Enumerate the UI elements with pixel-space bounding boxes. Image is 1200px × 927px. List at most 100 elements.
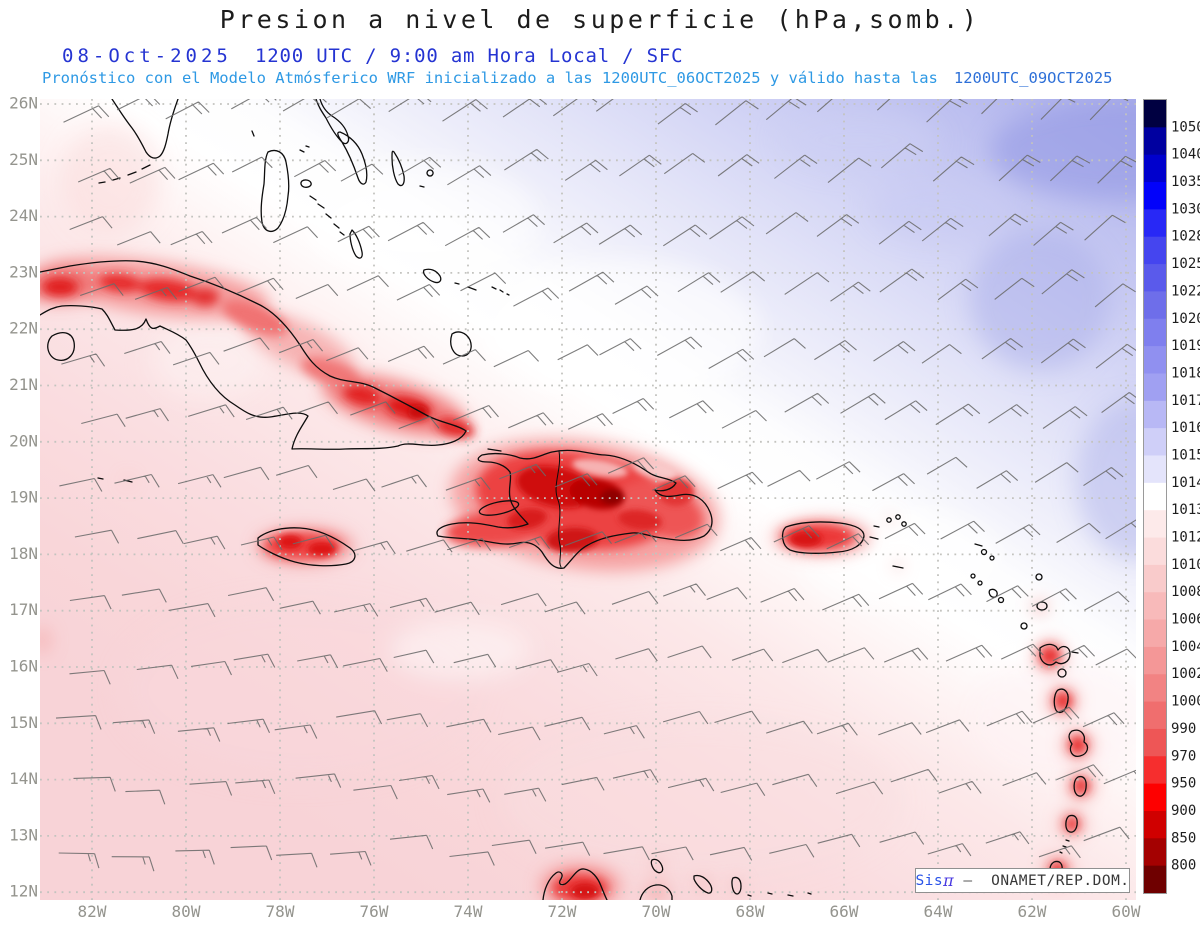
map-plot-area xyxy=(40,99,1136,900)
colorbar-segment-26 xyxy=(1144,810,1166,839)
lat-label-26N: 26N xyxy=(9,94,38,113)
coastline-guadeloupe xyxy=(1039,643,1079,666)
colorbar-label-1006: 1006 xyxy=(1171,612,1200,628)
model-info-line: Pronóstico con el Modelo Atmósferico WRF… xyxy=(42,69,1113,87)
lat-label-13N: 13N xyxy=(9,825,38,844)
lat-label-18N: 18N xyxy=(9,544,38,563)
coastline-gonave xyxy=(478,500,520,516)
colorbar-label-1002: 1002 xyxy=(1171,666,1200,682)
lat-label-23N: 23N xyxy=(9,262,38,281)
colorbar-label-1014: 1014 xyxy=(1171,475,1200,491)
coastline-bahamas xyxy=(251,99,477,357)
coastline-aruba xyxy=(650,858,664,874)
colorbar-segment-11 xyxy=(1144,400,1166,429)
coastline-turks-caicos xyxy=(491,286,510,296)
colorbar-label-1004: 1004 xyxy=(1171,639,1200,655)
colorbar-label-1008: 1008 xyxy=(1171,584,1200,600)
longitude-axis-labels: 82W 80W 78W 76W 74W 72W 70W 68W 66W 64W 62W 60W xyxy=(78,902,1141,921)
lat-label-24N: 24N xyxy=(9,206,38,225)
colorbar-segment-5 xyxy=(1144,236,1166,265)
colorbar-frame xyxy=(1143,99,1167,894)
colorbar-segment-16 xyxy=(1144,537,1166,566)
colorbar-segment-3 xyxy=(1144,182,1166,210)
colorbar-label-850: 850 xyxy=(1171,830,1196,846)
colorbar-segment-13 xyxy=(1144,455,1166,484)
colorbar-segment-18 xyxy=(1144,592,1166,621)
lat-label-15N: 15N xyxy=(9,713,38,732)
pressure-colorbar: 1050 1040 1035 1030 1028 1025 1022 1020 1019 1018… xyxy=(1143,99,1200,894)
sis-label: Sis xyxy=(915,872,944,889)
colorbar-segment-1 xyxy=(1144,127,1166,156)
lon-label-76W: 76W xyxy=(360,902,389,921)
pi-symbol: π xyxy=(943,871,955,890)
lat-label-22N: 22N xyxy=(9,319,38,338)
colorbar-label-1000: 1000 xyxy=(1171,694,1200,710)
colorbar-label-990: 990 xyxy=(1171,721,1196,737)
wind-barbs-path xyxy=(55,99,1136,872)
colorbar-segment-4 xyxy=(1144,209,1166,238)
coastline-martinique xyxy=(1068,729,1089,757)
colorbar-segment-12 xyxy=(1144,428,1166,457)
coastline-cuba xyxy=(40,260,467,450)
colorbar-label-1035: 1035 xyxy=(1171,174,1200,190)
colorbar-segment-8 xyxy=(1144,318,1166,347)
lat-label-21N: 21N xyxy=(9,375,38,394)
forecast-time: 1200 UTC / 9:00 am Hora Local / SFC xyxy=(255,45,684,67)
coastline-bonaire xyxy=(731,876,742,895)
lon-label-72W: 72W xyxy=(548,902,577,921)
lat-label-17N: 17N xyxy=(9,600,38,619)
colorbar-label-1019: 1019 xyxy=(1171,338,1200,354)
colorbar-label-1017: 1017 xyxy=(1171,393,1200,409)
colorbar-segment-14 xyxy=(1144,482,1166,511)
colorbar-segment-19 xyxy=(1144,619,1166,648)
colorbar-label-1015: 1015 xyxy=(1171,447,1200,463)
coastline-florida-keys xyxy=(98,164,151,184)
lat-label-25N: 25N xyxy=(9,150,38,169)
colorbar-segment-17 xyxy=(1144,564,1166,593)
lat-label-14N: 14N xyxy=(9,769,38,788)
coastline-jamaica xyxy=(257,527,356,567)
coastline-st-lucia xyxy=(1073,775,1087,797)
pressure-light-valleys xyxy=(572,458,677,480)
colorbar-label-1013: 1013 xyxy=(1171,502,1200,518)
logo-separator: – xyxy=(954,872,992,889)
colorbar-label-1016: 1016 xyxy=(1171,420,1200,436)
colorbar-segment-20 xyxy=(1144,646,1166,675)
colorbar-label-970: 970 xyxy=(1171,748,1196,764)
onamet-logo-box: Sis π – ONAMET/REP.DOM. xyxy=(915,868,1130,893)
model-info-text: Pronóstico con el Modelo Atmósferico WRF… xyxy=(42,69,938,87)
colorbar-segment-21 xyxy=(1144,674,1166,703)
lat-label-20N: 20N xyxy=(9,431,38,450)
low-pressure-cores xyxy=(278,405,822,899)
coastline-hispaniola xyxy=(436,449,713,569)
lon-label-74W: 74W xyxy=(454,902,483,921)
colorbar-segment-2 xyxy=(1144,154,1166,183)
colorbar-label-1022: 1022 xyxy=(1171,283,1200,299)
colorbar-label-1040: 1040 xyxy=(1171,147,1200,163)
colorbar-segment-23 xyxy=(1144,728,1166,757)
lon-label-60W: 60W xyxy=(1112,902,1141,921)
coastline-guajira xyxy=(542,868,608,900)
colorbar-segment-10 xyxy=(1144,373,1166,402)
lon-label-82W: 82W xyxy=(78,902,107,921)
agency-label: ONAMET/REP.DOM. xyxy=(991,872,1130,889)
colorbar-segment-27 xyxy=(1144,838,1166,867)
coastline-florida xyxy=(111,99,179,159)
coastline-south-america xyxy=(542,858,812,900)
coastline-st-vincent xyxy=(1065,814,1078,833)
colorbar-label-800: 800 xyxy=(1171,858,1196,874)
colorbar-label-1030: 1030 xyxy=(1171,201,1200,217)
colorbar-segment-15 xyxy=(1144,510,1166,539)
colorbar-label-1018: 1018 xyxy=(1171,365,1200,381)
colorbar-label-950: 950 xyxy=(1171,776,1196,792)
lat-label-19N: 19N xyxy=(9,488,38,507)
coastline-paraguana xyxy=(639,884,673,900)
lat-label-12N: 12N xyxy=(9,882,38,901)
colorbar-label-900: 900 xyxy=(1171,803,1196,819)
coastlines xyxy=(40,99,1089,900)
coastline-marie-galante xyxy=(1057,668,1067,678)
colorbar-label-1050: 1050 xyxy=(1171,119,1200,135)
lon-label-78W: 78W xyxy=(266,902,295,921)
